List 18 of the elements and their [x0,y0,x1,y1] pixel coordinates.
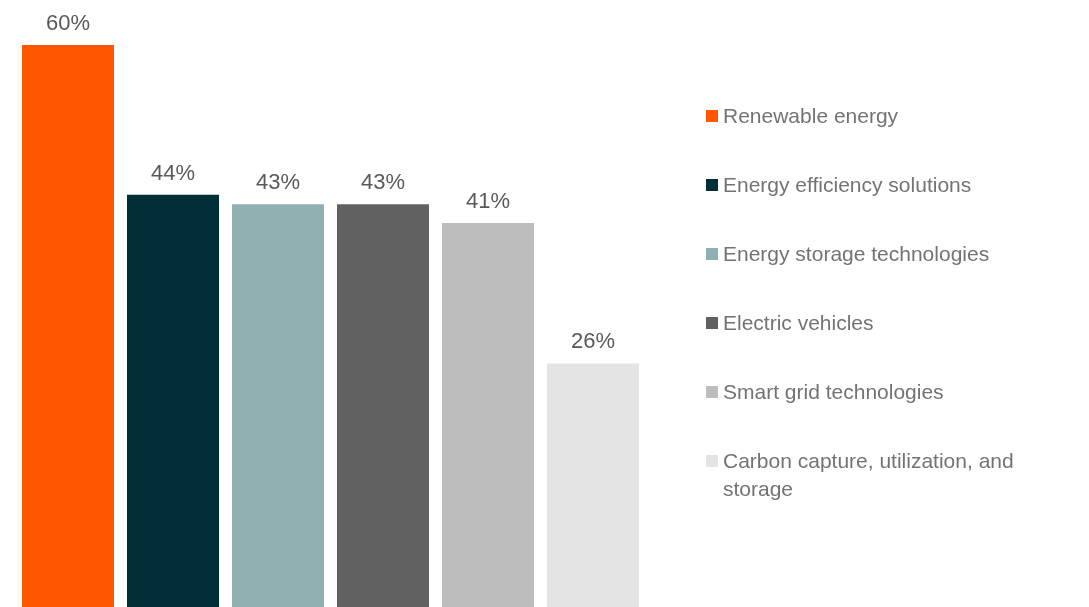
legend-label: Carbon capture, utilization, and storage [723,448,1015,502]
data-label: 41% [465,187,511,213]
data-label: 60% [45,10,91,35]
bar [547,363,639,607]
data-label: 44% [150,159,196,185]
legend-label: Electric vehicles [723,310,875,336]
data-label: 43% [360,169,406,195]
bar [22,45,114,607]
bar [442,222,534,607]
data-label: 43% [255,169,301,195]
legend-label: Energy storage technologies [723,241,991,267]
legend-label: Energy efficiency solutions [723,172,973,198]
legend-label: Smart grid technologies [723,379,945,405]
data-label: 26% [570,328,616,354]
bar [232,204,324,607]
bar [337,204,429,607]
bar [127,194,219,607]
legend-label: Renewable energy [723,103,900,129]
